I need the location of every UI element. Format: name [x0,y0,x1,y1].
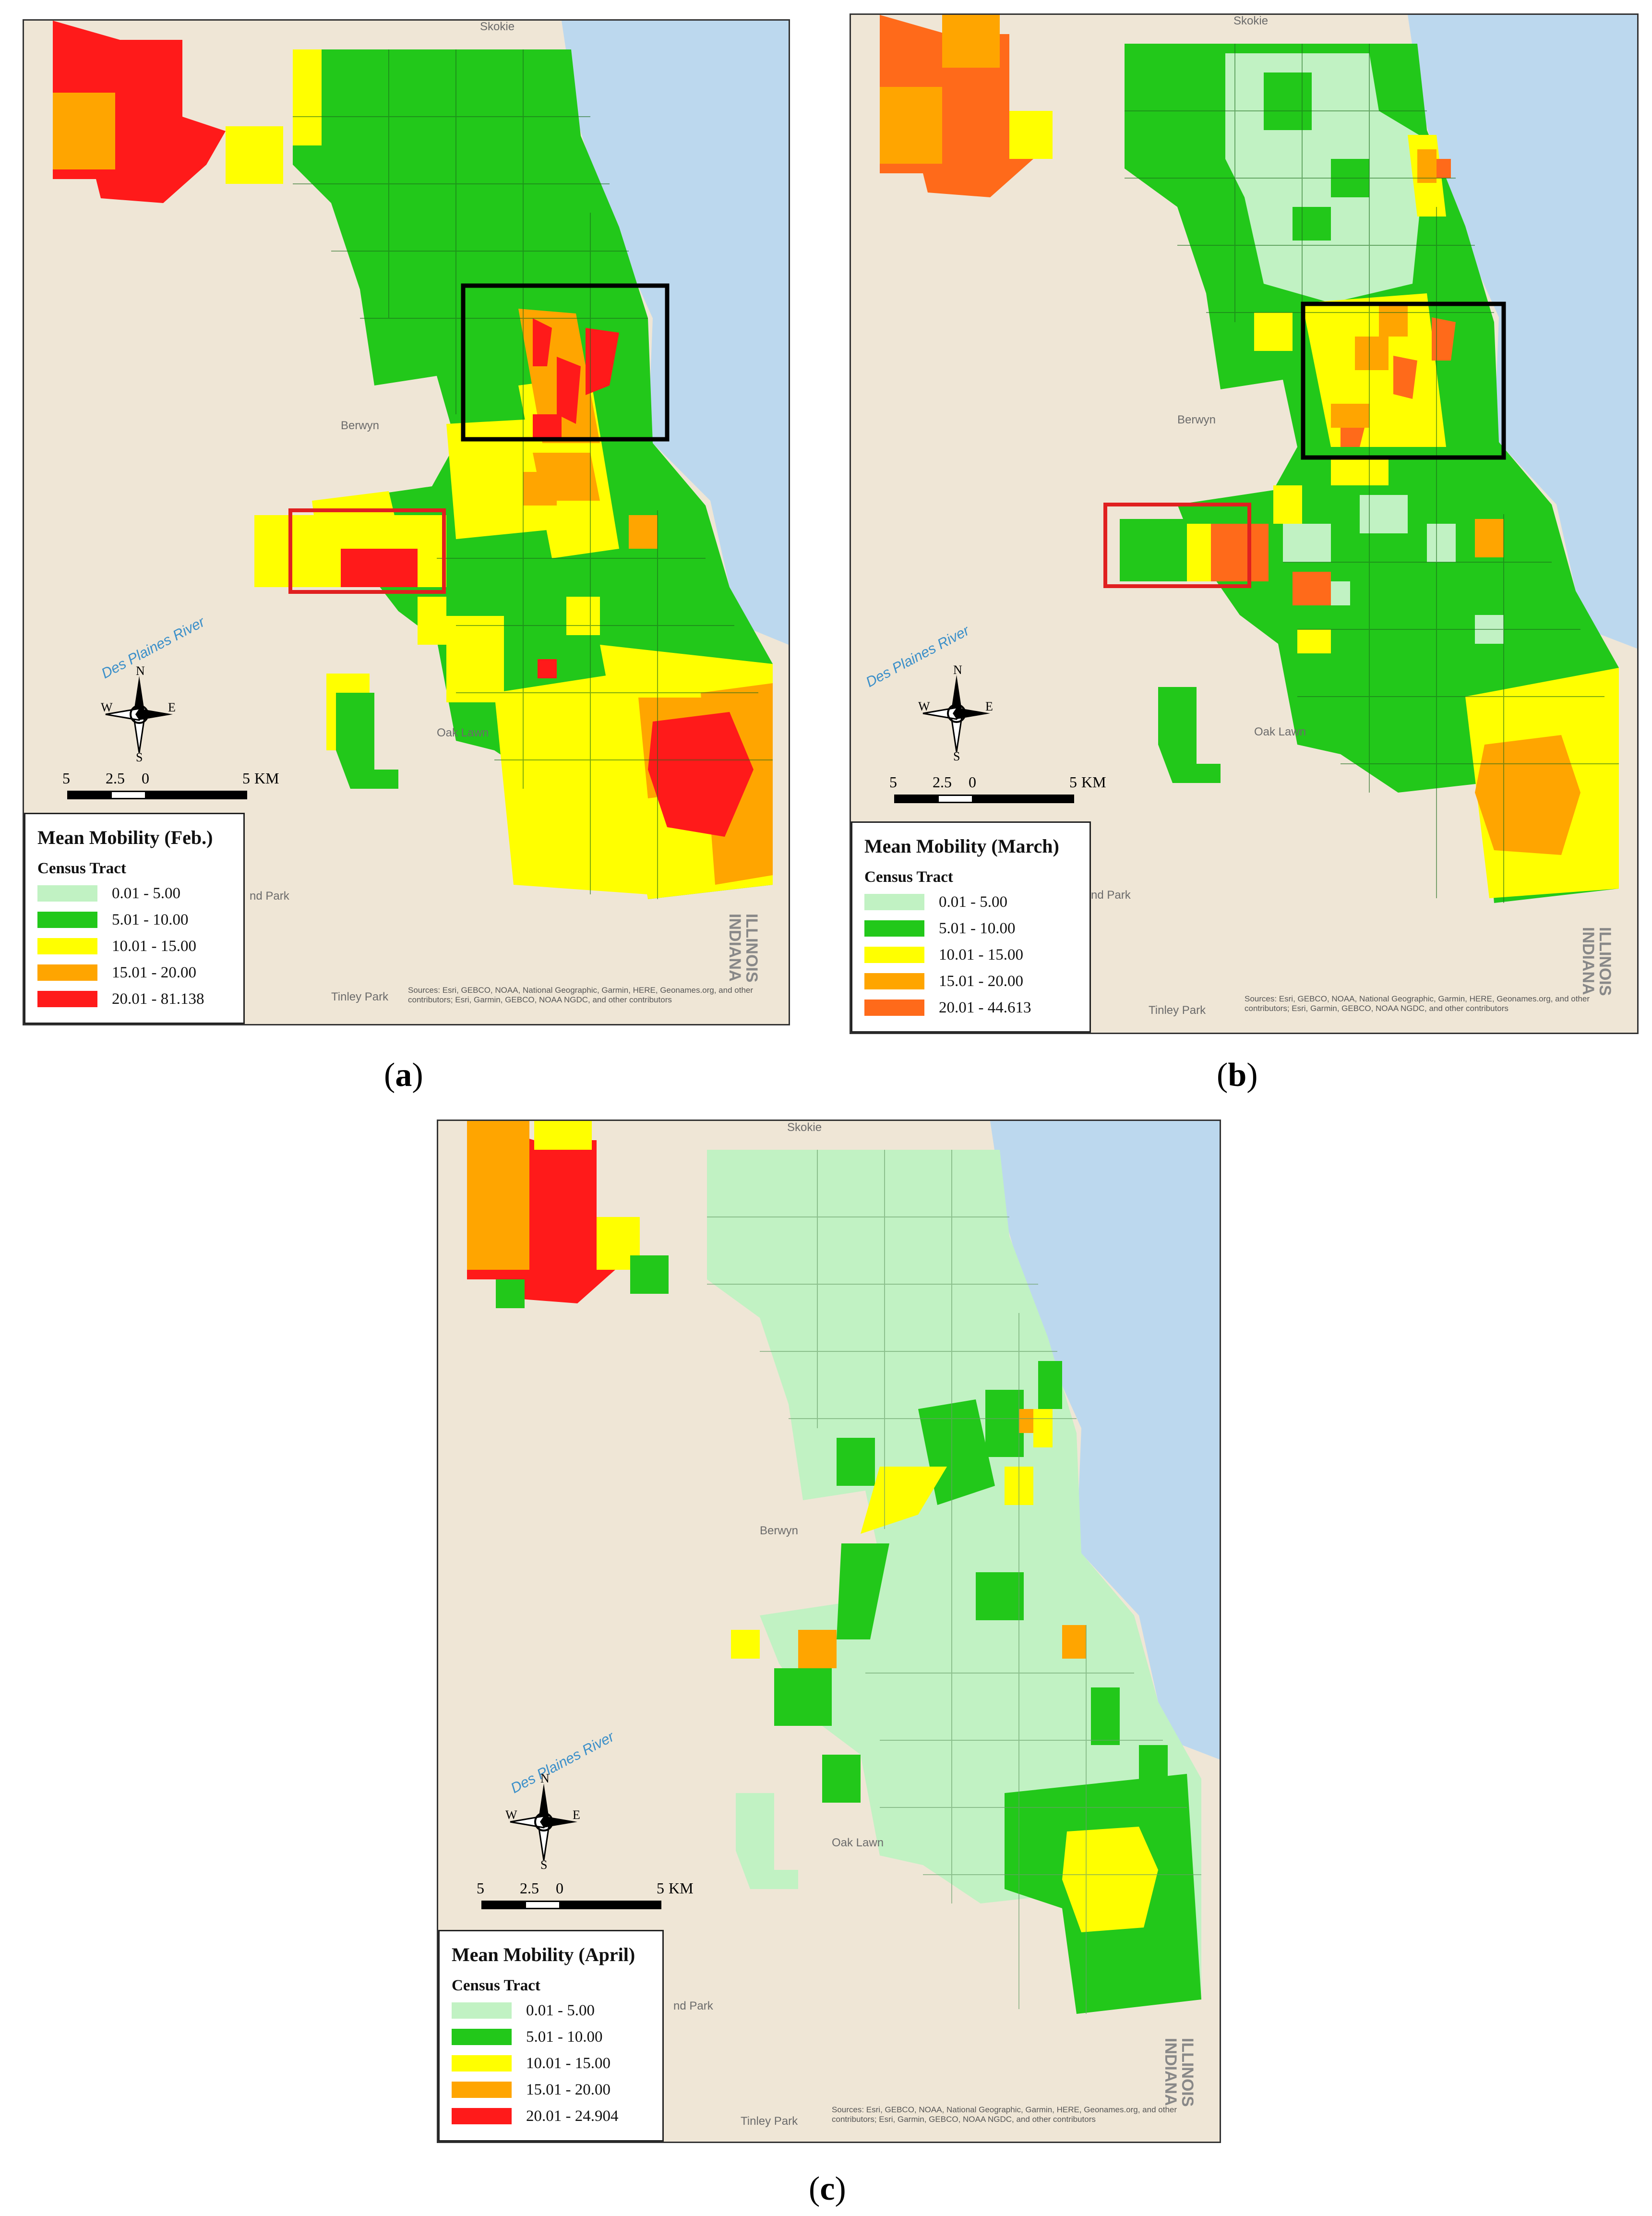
scale-label-5a: 5 [62,770,70,787]
north-arrow-icon: N S E W [505,1774,580,1870]
scale-bar: 5 2.5 0 5 KM [477,1879,697,1918]
legend-item-1: 0.01 - 5.00 [864,892,1007,912]
legend-item-2: 5.01 - 10.00 [864,919,1016,938]
place-label-tinley-park: Tinley Park [1149,1004,1206,1017]
legend-title: Mean Mobility (Feb.) [37,827,213,848]
legend-item-5: 20.01 - 24.904 [452,2107,619,2126]
sources-credit: Sources: Esri, GEBCO, NOAA, National Geo… [408,986,754,1004]
scale-label-0: 0 [556,1879,563,1897]
state-label-indiana: INDIANA [1161,2038,1180,2106]
scale-bar: 5 2.5 0 5 KM [62,770,283,808]
place-label-berwyn: Berwyn [1177,413,1216,426]
scale-label-0: 0 [969,773,976,791]
compass-n: N [953,665,962,677]
scale-label-2-5: 2.5 [106,770,125,787]
scale-label-5a: 5 [889,773,897,791]
highlight-box-black [1301,301,1506,460]
north-arrow-icon: N S E W [101,666,176,762]
place-label-orland: nd Park [1091,889,1131,902]
legend-subtitle: Census Tract [452,1977,540,1994]
state-label-illinois: ILLINOIS [742,914,761,983]
ohare-west [880,87,942,164]
compass-w: W [101,700,113,714]
scale-label-5b: 5 [657,1879,664,1897]
highlight-box-black [461,283,670,442]
compass-e: E [168,700,176,714]
scale-bar: 5 2.5 0 5 KM [889,773,1110,812]
legend-item-3: 10.01 - 15.00 [37,937,196,956]
legend-item-4: 15.01 - 20.00 [452,2080,611,2099]
scale-label-5b: 5 [242,770,250,787]
ohare-west [467,1193,529,1270]
scale-unit: KM [1081,773,1106,791]
lake-michigan [1408,15,1637,649]
highlight-box-red [1103,503,1251,588]
legend-title: Mean Mobility (March) [864,835,1059,857]
legend-item-5: 20.01 - 81.138 [37,989,204,1009]
legend-item-5: 20.01 - 44.613 [864,998,1031,1017]
ohare-west [53,93,115,169]
north-arrow-icon: N S E W [918,665,993,761]
legend-subtitle: Census Tract [37,860,126,877]
caption-a: (a) [384,1057,423,1094]
place-label-berwyn: Berwyn [341,419,380,432]
place-label-skokie-c: Skokie [787,1121,822,1134]
compass-s: S [953,749,960,761]
legend-item-3: 10.01 - 15.00 [864,945,1023,964]
scale-unit: KM [669,1879,694,1897]
place-label-oak-lawn: Oak Lawn [1254,725,1306,738]
legend-item-2: 5.01 - 10.00 [452,2027,603,2047]
place-label-tinley-park: Tinley Park [331,990,389,1003]
sources-credit: Sources: Esri, GEBCO, NOAA, National Geo… [832,2105,1177,2124]
legend-item-1: 0.01 - 5.00 [37,884,180,903]
legend-april: Mean Mobility (April) Census Tract 0.01 … [438,1930,664,2142]
legend-march: Mean Mobility (March) Census Tract 0.01 … [851,821,1091,1033]
state-label-illinois: ILLINOIS [1178,2038,1197,2107]
compass-w: W [918,699,930,713]
lake-michigan [990,1121,1220,1759]
place-label-skokie-b: Skokie [1233,14,1269,27]
place-label-skokie-a: Skokie [480,20,515,33]
state-label-indiana: INDIANA [726,914,744,982]
state-label-indiana: INDIANA [1579,927,1597,995]
place-label-orland: nd Park [673,1999,713,2012]
compass-n: N [136,666,145,678]
legend-item-4: 15.01 - 20.00 [864,972,1023,991]
place-label-oak-lawn: Oak Lawn [832,1836,884,1849]
place-label-oak-lawn: Oak Lawn [437,726,489,739]
compass-w: W [505,1808,517,1822]
scale-label-5b: 5 [1069,773,1077,791]
legend-feb: Mean Mobility (Feb.) Census Tract 0.01 -… [24,813,245,1024]
legend-item-1: 0.01 - 5.00 [452,2001,595,2020]
state-label-illinois: ILLINOIS [1596,927,1614,996]
map-panel-march: Berwyn Oak Lawn Tinley Park nd Park Des … [850,13,1639,1034]
compass-s: S [136,750,143,762]
compass-e: E [985,699,993,713]
sources-credit: Sources: Esri, GEBCO, NOAA, National Geo… [1245,994,1590,1013]
map-panel-april: Berwyn Oak Lawn Tinley Park nd Park Des … [437,1120,1221,2143]
legend-item-2: 5.01 - 10.00 [37,910,189,929]
lake-michigan [562,21,789,645]
caption-b: (b) [1217,1057,1258,1094]
caption-c: (c) [809,2170,846,2207]
scale-label-0: 0 [142,770,149,787]
map-panel-feb: Berwyn Oak Lawn Tinley Park nd Park Des … [23,19,790,1025]
legend-subtitle: Census Tract [864,868,953,886]
legend-item-3: 10.01 - 15.00 [452,2054,611,2073]
scale-label-2-5: 2.5 [520,1879,539,1897]
compass-n: N [540,1774,550,1785]
scale-label-2-5: 2.5 [933,773,952,791]
legend-title: Mean Mobility (April) [452,1944,635,1965]
place-label-berwyn: Berwyn [760,1524,799,1537]
scale-label-5a: 5 [477,1879,484,1897]
compass-e: E [573,1808,580,1822]
scale-unit: KM [254,770,279,787]
place-label-tinley-park: Tinley Park [741,2115,798,2128]
highlight-box-red [288,508,446,594]
place-label-orland: nd Park [250,890,289,903]
compass-s: S [540,1858,547,1870]
legend-item-4: 15.01 - 20.00 [37,963,196,982]
